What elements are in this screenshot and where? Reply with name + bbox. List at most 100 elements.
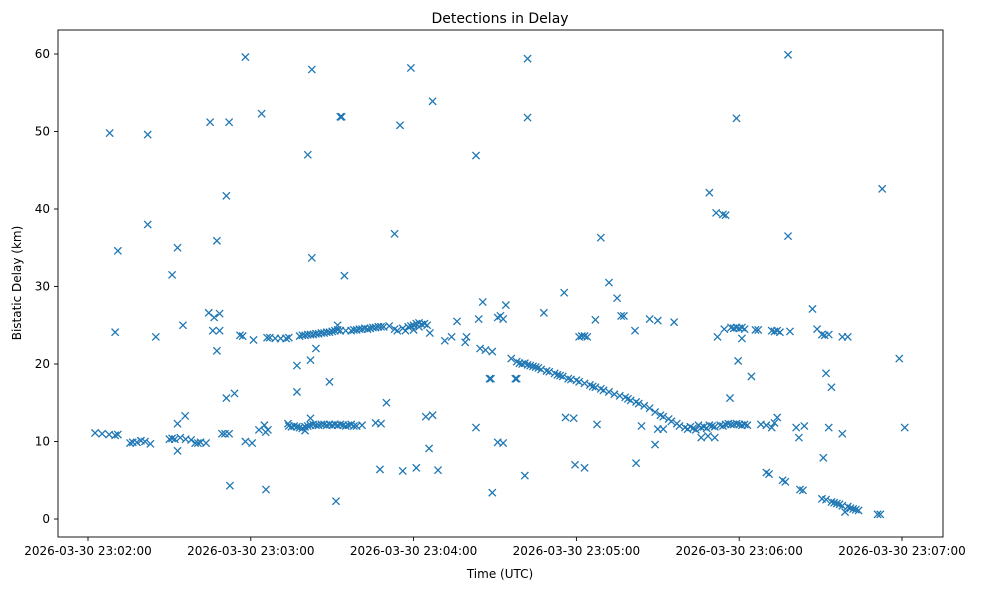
x-tick-label: 2026-03-30 23:03:00 bbox=[187, 544, 314, 558]
data-point bbox=[564, 374, 573, 383]
data-point bbox=[645, 314, 654, 324]
data-point bbox=[474, 314, 483, 324]
y-tick-label: 20 bbox=[35, 357, 50, 371]
data-point bbox=[249, 335, 258, 345]
data-point bbox=[747, 372, 756, 381]
data-point bbox=[225, 481, 234, 490]
data-point bbox=[284, 333, 293, 342]
y-tick-label: 30 bbox=[35, 280, 50, 294]
data-point bbox=[263, 425, 272, 434]
data-point bbox=[113, 430, 122, 439]
data-point bbox=[331, 497, 341, 506]
data-point bbox=[697, 433, 706, 442]
data-point bbox=[488, 488, 497, 497]
data-point bbox=[580, 332, 589, 341]
x-tick-label: 2026-03-30 23:04:00 bbox=[350, 544, 477, 558]
data-point bbox=[570, 460, 580, 469]
data-point bbox=[832, 499, 841, 508]
data-point bbox=[558, 372, 567, 381]
data-point bbox=[583, 332, 592, 341]
data-point bbox=[201, 438, 211, 448]
data-point bbox=[613, 294, 622, 303]
data-point bbox=[261, 485, 271, 494]
data-point bbox=[303, 421, 312, 431]
data-point bbox=[143, 220, 152, 229]
data-point bbox=[539, 308, 548, 317]
data-point bbox=[542, 366, 551, 376]
data-point bbox=[827, 497, 836, 507]
data-point bbox=[452, 317, 462, 326]
data-point bbox=[501, 301, 510, 310]
data-point bbox=[785, 327, 794, 336]
data-point bbox=[428, 411, 437, 420]
data-point bbox=[217, 429, 227, 438]
y-tick-label: 10 bbox=[35, 435, 50, 449]
data-point bbox=[604, 278, 614, 287]
data-point bbox=[222, 191, 231, 200]
data-point bbox=[725, 394, 735, 403]
data-point bbox=[409, 325, 418, 334]
data-point bbox=[512, 374, 521, 383]
data-point bbox=[337, 112, 346, 121]
data-point bbox=[340, 271, 349, 280]
data-point bbox=[686, 422, 695, 431]
data-point bbox=[703, 432, 713, 441]
data-point bbox=[303, 150, 312, 159]
data-point bbox=[333, 325, 342, 334]
x-axis: 2026-03-30 23:02:00 2026-03-30 23:03:00 20… bbox=[24, 537, 966, 558]
data-point bbox=[615, 391, 624, 400]
y-axis-label: Bistatic Delay (km) bbox=[10, 226, 24, 341]
data-point bbox=[212, 236, 221, 245]
data-point bbox=[390, 229, 399, 238]
data-point bbox=[610, 390, 619, 399]
axes-frame bbox=[57, 29, 944, 538]
data-point bbox=[840, 507, 850, 517]
data-point bbox=[471, 151, 481, 160]
y-axis: 0 10 20 30 40 50 60 bbox=[35, 47, 58, 526]
data-point bbox=[604, 387, 614, 396]
data-point bbox=[206, 118, 215, 127]
data-point bbox=[691, 425, 700, 434]
data-point bbox=[694, 421, 703, 430]
data-point bbox=[235, 331, 245, 340]
data-point bbox=[178, 321, 188, 330]
data-point bbox=[393, 326, 402, 335]
data-point bbox=[781, 477, 790, 486]
data-point bbox=[511, 374, 520, 383]
data-point bbox=[176, 433, 185, 442]
data-point bbox=[592, 420, 602, 429]
data-point bbox=[556, 371, 565, 380]
data-point bbox=[105, 128, 114, 138]
data-point bbox=[471, 423, 481, 432]
data-point bbox=[651, 407, 660, 417]
data-point bbox=[900, 423, 909, 432]
data-point bbox=[414, 322, 424, 331]
x-tick-label: 2026-03-30 23:02:00 bbox=[24, 544, 151, 558]
data-point bbox=[824, 330, 833, 339]
data-point bbox=[783, 50, 793, 59]
data-point bbox=[792, 423, 801, 432]
data-point bbox=[263, 333, 272, 342]
data-point bbox=[170, 435, 179, 444]
y-tick-label: 0 bbox=[42, 512, 50, 526]
data-point bbox=[675, 421, 684, 431]
data-point bbox=[440, 336, 449, 345]
data-point bbox=[173, 243, 182, 252]
data-point bbox=[718, 210, 727, 219]
data-point bbox=[645, 404, 654, 413]
y-tick-label: 50 bbox=[35, 125, 50, 139]
data-point bbox=[404, 322, 413, 331]
data-point bbox=[800, 421, 809, 431]
data-point bbox=[667, 417, 676, 426]
data-point bbox=[357, 421, 367, 430]
data-point bbox=[301, 422, 310, 431]
data-point bbox=[737, 334, 746, 343]
data-point bbox=[292, 387, 301, 396]
data-point bbox=[376, 419, 386, 428]
data-point bbox=[523, 54, 532, 63]
data-point bbox=[705, 421, 714, 430]
data-point bbox=[210, 313, 219, 322]
data-point bbox=[306, 356, 315, 365]
data-point bbox=[653, 316, 662, 325]
data-point bbox=[425, 444, 434, 453]
